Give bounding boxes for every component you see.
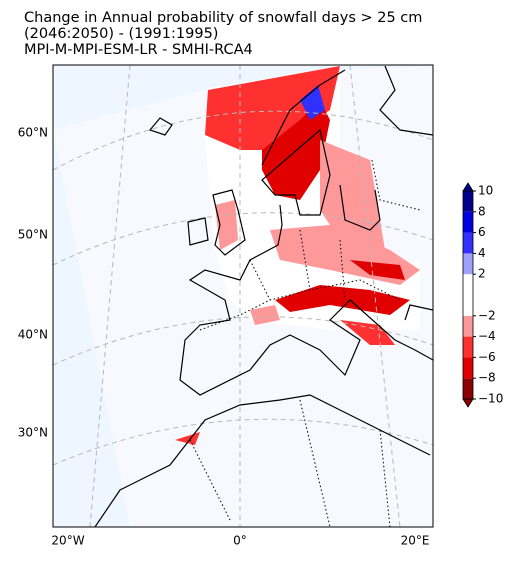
lat-label: 60°N <box>18 126 48 140</box>
colorbar-tick-label: 8 <box>478 204 486 218</box>
title-line: MPI-M-MPI-ESM-LR - SMHI-RCA4 <box>24 42 253 58</box>
lat-label: 40°N <box>18 328 48 342</box>
colorbar-tick-label: 10 <box>478 184 493 198</box>
colorbar-segment <box>463 253 473 275</box>
colorbar-segment <box>463 191 473 212</box>
colorbar-segment <box>463 211 473 233</box>
colorbar-extension <box>462 182 474 192</box>
colorbar-extension <box>462 398 474 408</box>
lon-label: 20°E <box>401 534 430 548</box>
colorbar-segment <box>463 378 473 399</box>
lon-label: 0° <box>233 534 247 548</box>
title-line: (2046:2050) - (1991:1995) <box>24 26 218 42</box>
colorbar-segment <box>463 336 473 358</box>
colorbar-frame <box>462 190 474 400</box>
colorbar-tick-label: −6 <box>478 350 496 364</box>
colorbar-segment <box>463 274 473 316</box>
colorbar: −10 −8 −6 −4 −2 2 4 6 8 10 <box>462 182 503 408</box>
lat-label: 50°N <box>18 228 48 242</box>
map: 60°N 50°N 40°N 30°N 20°W 0° 20°E <box>18 64 434 548</box>
lon-label: 20°W <box>51 534 84 548</box>
colorbar-segment <box>463 357 473 379</box>
lat-label: 30°N <box>18 426 48 440</box>
colorbar-tick-label: −8 <box>478 371 496 385</box>
colorbar-tick-label: 6 <box>478 225 486 239</box>
colorbar-tick-label: 4 <box>478 246 486 260</box>
colorbar-tick-label: 2 <box>478 267 486 281</box>
colorbar-tick-label: −4 <box>478 329 496 343</box>
title-line: Change in Annual probability of snowfall… <box>24 10 422 26</box>
colorbar-tick-label: −2 <box>478 308 496 322</box>
colorbar-tick-label: −10 <box>478 392 503 406</box>
colorbar-segment <box>463 315 473 337</box>
colorbar-segment <box>463 232 473 254</box>
